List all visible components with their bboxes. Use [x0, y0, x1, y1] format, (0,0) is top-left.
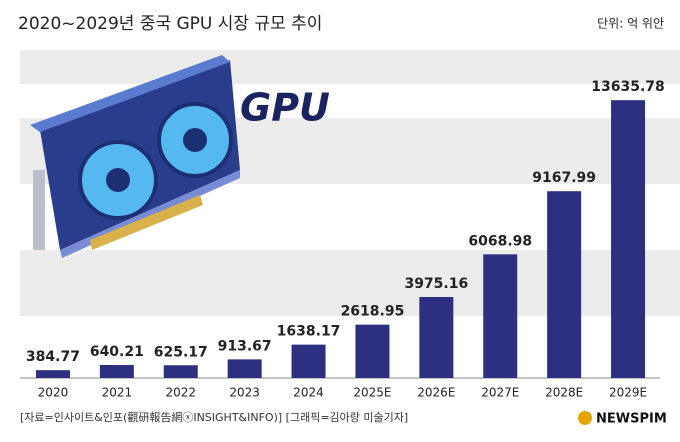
gpu-illustration: GPU [30, 55, 330, 258]
logo: NEWSPIM [596, 412, 667, 427]
chart-title: 2020~2029년 중국 GPU 시장 규모 추이 [18, 14, 322, 34]
bar [35, 370, 70, 378]
bar [611, 100, 646, 378]
value-label: 3975.16 [404, 276, 468, 292]
bar [547, 191, 582, 378]
value-label: 384.77 [26, 349, 80, 365]
x-tick-label: 2025E [353, 386, 391, 400]
value-label: 9167.99 [532, 170, 596, 186]
x-tick-label: 2022 [165, 386, 196, 400]
x-tick-label: 2020 [38, 386, 69, 400]
value-label: 1638.17 [277, 324, 341, 340]
x-tick-label: 2027E [481, 386, 519, 400]
bar [355, 324, 390, 378]
value-label: 913.67 [218, 338, 272, 354]
bar [291, 344, 326, 378]
source: [자료=인사이트&인포(觀研報告網ⓧINSIGHT&INFO)] [그래픽=김아… [20, 410, 408, 424]
bar [227, 359, 262, 378]
bar [99, 364, 134, 378]
x-tick-label: 2029E [609, 386, 647, 400]
unit-label: 단위: 억 위안 [597, 17, 664, 31]
value-label: 640.21 [90, 344, 144, 360]
bar [483, 254, 518, 378]
value-label: 6068.98 [468, 233, 532, 249]
value-label: 13635.78 [591, 79, 665, 95]
value-label: 2618.95 [341, 304, 405, 320]
value-label: 625.17 [154, 344, 208, 360]
logo-icon [578, 411, 592, 425]
x-tick-label: 2024 [293, 386, 324, 400]
bar [163, 365, 198, 378]
x-tick-label: 2023 [229, 386, 260, 400]
x-tick-label: 2026E [417, 386, 455, 400]
x-tick-label: 2021 [102, 386, 133, 400]
bar [419, 297, 454, 378]
illustration-label: GPU [240, 86, 330, 130]
x-tick-label: 2028E [545, 386, 583, 400]
